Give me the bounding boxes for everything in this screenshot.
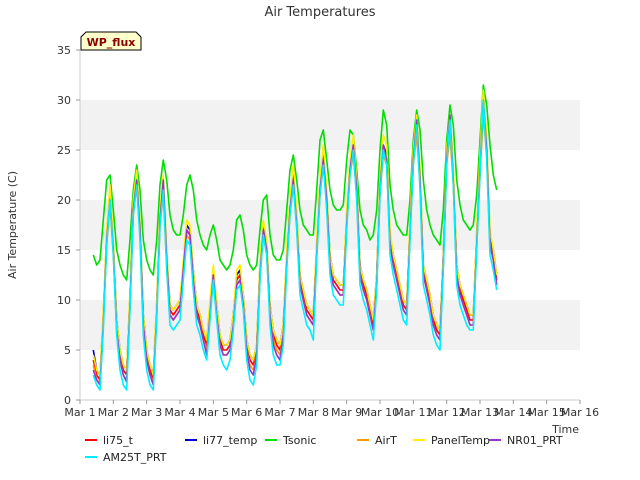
grid-band	[80, 300, 580, 350]
legend-label: Tsonic	[282, 434, 316, 447]
legend-label: li75_t	[103, 434, 134, 447]
legend-label: AirT	[375, 434, 397, 447]
grid-band	[80, 100, 580, 150]
x-tick-label: Mar 7	[264, 406, 295, 419]
x-axis-ticks: Mar 1 Mar 2 Mar 3 Mar 4 Mar 5 Mar 6 Mar 7 Mar 8…	[64, 400, 599, 419]
y-axis-ticks: 0 5 10 15 20 25 30 35	[57, 44, 80, 407]
x-tick-label: Mar 16	[561, 406, 599, 419]
x-tick-label: Mar 11	[394, 406, 432, 419]
y-tick-label: 35	[57, 44, 71, 57]
y-tick-label: 10	[57, 294, 71, 307]
x-tick-label: Mar 10	[361, 406, 399, 419]
x-tick-label: Mar 5	[198, 406, 229, 419]
x-tick-label: Mar 6	[231, 406, 262, 419]
x-tick-label: Mar 8	[298, 406, 329, 419]
legend-label: NR01_PRT	[507, 434, 563, 447]
legend: li75_t li77_temp Tsonic AirT PanelTemp NR01_P…	[85, 434, 563, 464]
y-tick-label: 15	[57, 244, 71, 257]
x-tick-label: Mar 9	[331, 406, 362, 419]
site-badge-label: WP_flux	[87, 36, 136, 49]
y-tick-label: 25	[57, 144, 71, 157]
grid-band	[80, 350, 580, 400]
x-axis-label: Time	[551, 423, 579, 436]
y-axis-label: Air Temperature (C)	[6, 171, 19, 279]
chart-title: Air Temperatures	[264, 5, 375, 20]
y-tick-label: 5	[64, 344, 71, 357]
series-line-am25t-prt	[92, 99, 498, 391]
y-tick-label: 20	[57, 194, 71, 207]
x-tick-label: Mar 12	[428, 406, 466, 419]
legend-label: PanelTemp	[431, 434, 490, 447]
x-tick-label: Mar 15	[528, 406, 566, 419]
x-tick-label: Mar 14	[494, 406, 532, 419]
x-tick-label: Mar 2	[98, 406, 129, 419]
y-tick-label: 30	[57, 94, 71, 107]
legend-label: li77_temp	[203, 434, 257, 447]
grid-band	[80, 50, 580, 100]
series-lines	[92, 84, 498, 391]
x-tick-label: Mar 4	[164, 406, 195, 419]
legend-label: AM25T_PRT	[103, 451, 167, 464]
y-tick-label: 0	[64, 394, 71, 407]
x-tick-label: Mar 13	[461, 406, 499, 419]
series-line-tsonic	[92, 84, 498, 281]
x-tick-label: Mar 3	[131, 406, 162, 419]
site-badge: WP_flux	[80, 31, 142, 51]
x-tick-label: Mar 1	[64, 406, 95, 419]
site-badge-box	[80, 31, 142, 51]
